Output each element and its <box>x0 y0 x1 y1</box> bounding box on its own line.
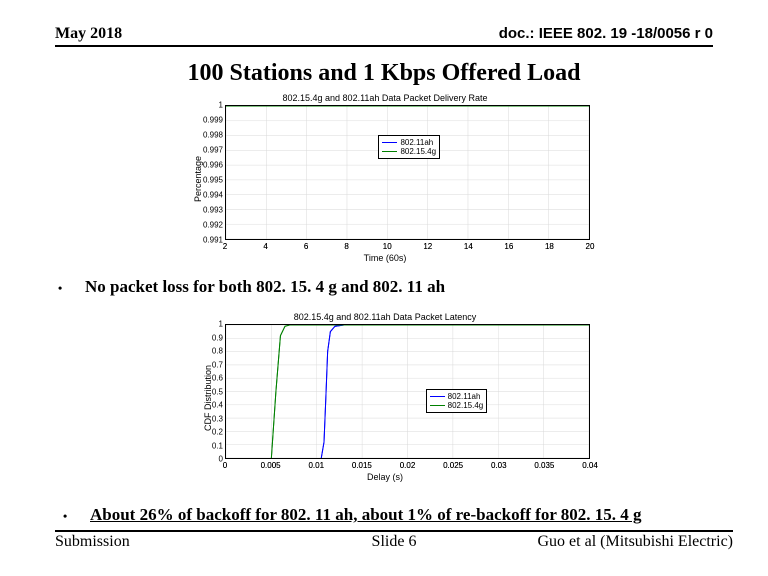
chart2-legend: 802.11ah802.15.4g <box>426 389 488 413</box>
chart-delivery-rate: 802.15.4g and 802.11ah Data Packet Deliv… <box>170 93 600 265</box>
footer-right: Guo et al (Mitsubishi Electric) <box>537 533 733 551</box>
chart1-plot: 802.11ah802.15.4g802.11ah802.15.4g <box>225 105 590 240</box>
page-title: 100 Stations and 1 Kbps Offered Load <box>0 60 768 87</box>
chart2-svg <box>226 325 589 458</box>
bullet-1: • No packet loss for both 802. 15. 4 g a… <box>60 277 445 297</box>
chart1-title: 802.15.4g and 802.11ah Data Packet Deliv… <box>170 93 600 103</box>
chart-latency: 802.15.4g and 802.11ah Data Packet Laten… <box>170 312 600 484</box>
footer: Submission Slide 6 Guo et al (Mitsubishi… <box>55 530 733 551</box>
bullet-2-text: About 26% of backoff for 802. 11 ah, abo… <box>90 505 642 524</box>
header: May 2018 doc.: IEEE 802. 19 -18/0056 r 0 <box>55 25 713 47</box>
footer-center: Slide 6 <box>372 533 417 551</box>
chart2-plot: 802.11ah802.15.4g802.11ah802.15.4g <box>225 324 590 459</box>
bullet-1-text: No packet loss for both 802. 15. 4 g and… <box>85 277 445 296</box>
chart1-svg <box>226 106 589 239</box>
chart1-xlabel: Time (60s) <box>170 253 600 263</box>
bullet-icon: • <box>63 509 67 524</box>
header-date: May 2018 <box>55 25 122 43</box>
footer-left: Submission <box>55 533 130 551</box>
chart1-legend: 802.11ah802.15.4g <box>378 135 440 159</box>
bullet-icon: • <box>58 281 62 296</box>
chart2-xlabel: Delay (s) <box>170 472 600 482</box>
header-doc-id: doc.: IEEE 802. 19 -18/0056 r 0 <box>499 25 713 43</box>
chart2-title: 802.15.4g and 802.11ah Data Packet Laten… <box>170 312 600 322</box>
bullet-2: • About 26% of backoff for 802. 11 ah, a… <box>60 505 642 525</box>
